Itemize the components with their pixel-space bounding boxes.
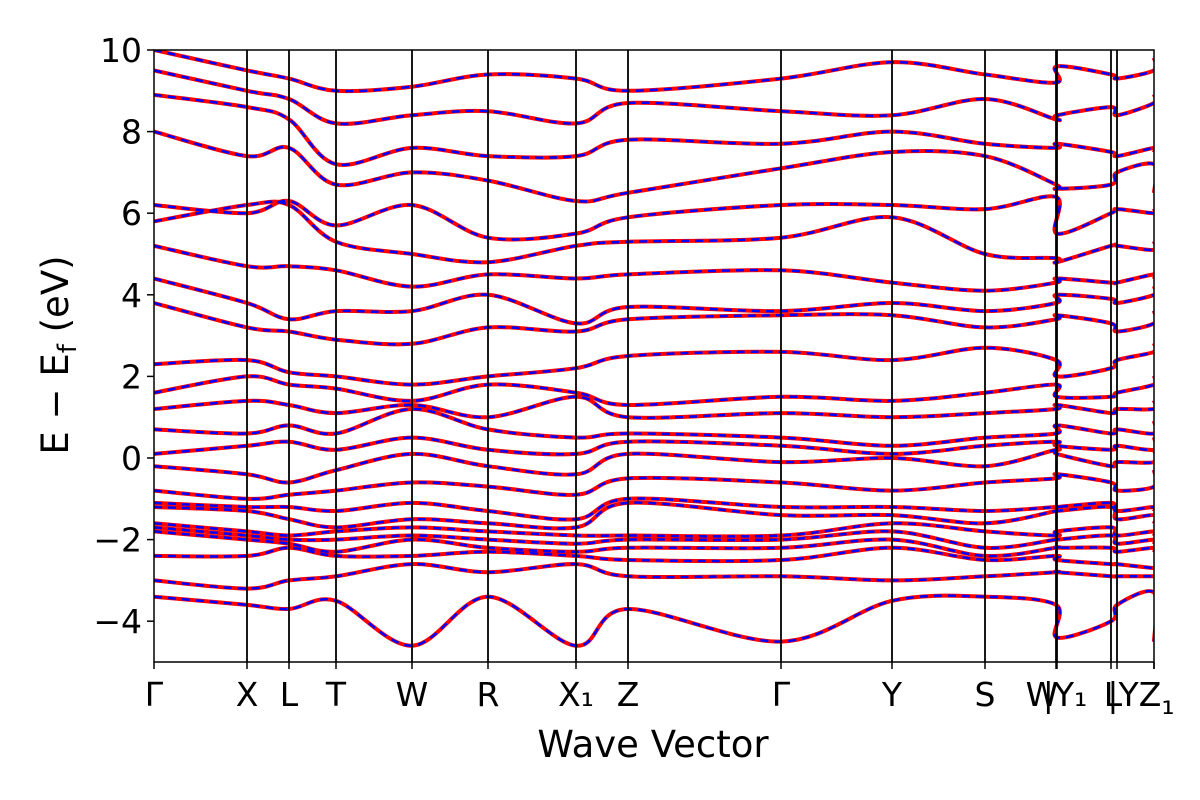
band-line <box>154 545 1154 571</box>
x-axis: Γ X L T W R X₁ Z Γ Y S W|Y₁ L|Y Z ₁ <box>145 662 1175 722</box>
x-tick-label: W <box>396 675 429 714</box>
x-tick-label: |Y₁ <box>1043 675 1088 714</box>
x-tick-label: ₁ <box>1161 683 1174 722</box>
kpoint-lines <box>246 50 1118 662</box>
band-line <box>154 470 1154 501</box>
band-line <box>154 394 1154 420</box>
y-tick-label: −2 <box>93 521 142 560</box>
x-tick-label: W <box>1026 675 1059 714</box>
x-tick-label: |Y <box>1107 675 1139 714</box>
x-tick-label: Γ <box>145 675 164 714</box>
x-tick-label: Z <box>617 675 640 714</box>
band-line <box>154 50 1154 94</box>
band-line <box>154 497 1154 521</box>
x-tick-label: T <box>325 675 347 714</box>
y-tick-label: 10 <box>100 31 142 70</box>
band-line <box>154 589 1154 648</box>
band-line <box>154 500 1154 531</box>
band-line <box>154 243 1154 293</box>
plot-area <box>154 50 1154 648</box>
band-line <box>154 130 1154 203</box>
band-line <box>154 435 1154 457</box>
y-tick-label: 8 <box>121 113 142 152</box>
band-line <box>154 92 1154 167</box>
band-line <box>154 244 1154 292</box>
x-tick-label: L <box>280 675 299 714</box>
band-line <box>154 470 1154 501</box>
band-line <box>154 375 1154 407</box>
y-tick-label: −4 <box>93 602 142 641</box>
y-tick-label: 6 <box>121 194 142 233</box>
band-line <box>154 129 1154 204</box>
band-line <box>154 501 1154 530</box>
x-tick-label: X₁ <box>558 675 594 714</box>
band-line <box>154 93 1154 167</box>
x-tick-label: R <box>477 675 500 714</box>
band-line <box>154 521 1154 539</box>
y-tick-label: 0 <box>121 439 142 478</box>
x-tick-label: L <box>1104 675 1123 714</box>
band-line <box>154 436 1154 456</box>
y-tick-label: 2 <box>121 357 142 396</box>
x-tick-label: Γ <box>772 675 791 714</box>
plot-frame <box>153 49 1155 663</box>
x-tick-label: Z <box>1139 675 1162 714</box>
band-line <box>154 343 1154 386</box>
x-tick-label: Y <box>881 675 903 714</box>
band-line <box>154 277 1154 325</box>
band-line <box>154 69 1154 126</box>
x-tick-label: S <box>975 675 996 714</box>
x-tick-label: X <box>236 675 259 714</box>
y-tick-label: 4 <box>121 276 142 315</box>
band-line <box>154 562 1154 590</box>
y-axis: 10 8 6 4 2 0 −2 −4 <box>93 31 154 641</box>
y-axis-label: E − Ef (eV) <box>34 255 83 454</box>
x-axis-label: Wave Vector <box>537 723 769 766</box>
